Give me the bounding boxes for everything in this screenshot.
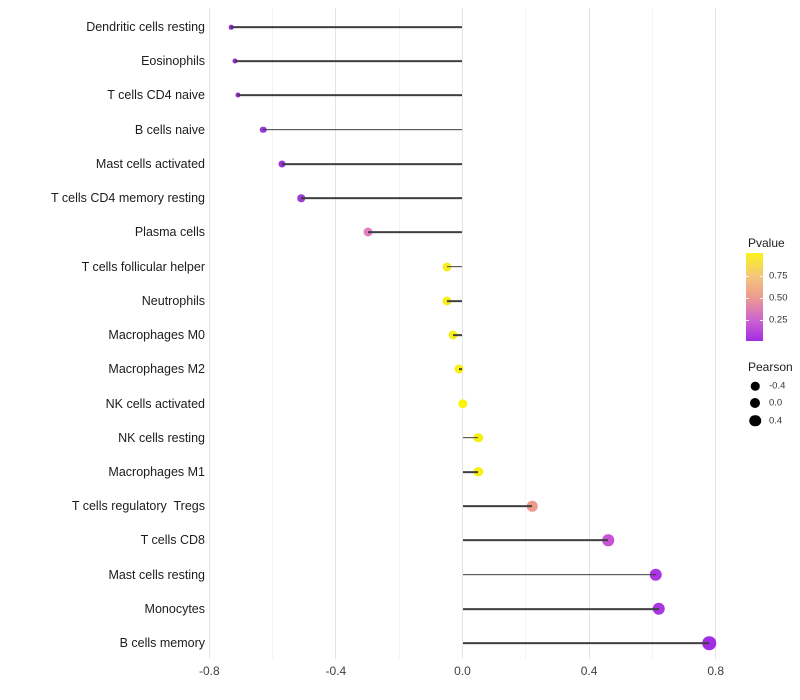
- gridline-minor: [398, 8, 400, 659]
- stem-segment: [282, 163, 463, 165]
- pvalue-tick-label: 0.75: [769, 270, 788, 282]
- gridline-minor: [651, 8, 653, 659]
- data-point: [526, 500, 538, 512]
- category-label: Macrophages M0: [108, 328, 205, 343]
- x-tick-label: -0.4: [325, 664, 347, 678]
- x-tick-label: -0.8: [198, 664, 220, 678]
- data-point: [652, 602, 665, 616]
- category-label: T cells CD8: [140, 533, 205, 548]
- pearson-legend-dot: [750, 398, 760, 409]
- pvalue-bar-tick: [746, 276, 749, 278]
- category-label: Mast cells resting: [108, 567, 205, 582]
- data-point: [457, 398, 468, 409]
- pvalue-bar-tick: [760, 276, 763, 278]
- stem-segment: [237, 94, 463, 97]
- category-label: Plasma cells: [134, 225, 205, 240]
- category-label: Macrophages M1: [108, 464, 205, 479]
- stem-segment: [231, 26, 463, 28]
- data-point: [473, 467, 484, 477]
- stem-segment: [453, 334, 463, 336]
- stem-segment: [458, 368, 463, 371]
- category-label: T cells follicular helper: [81, 259, 205, 274]
- category-label: Mast cells activated: [95, 156, 205, 171]
- gridline-major: [588, 8, 590, 659]
- stem-segment: [462, 642, 710, 644]
- category-label: B cells naive: [134, 122, 205, 137]
- pvalue-tick-label: 0.25: [769, 314, 788, 326]
- data-point: [602, 534, 614, 547]
- pvalue-bar-tick: [746, 319, 749, 321]
- gridline-major: [715, 8, 717, 659]
- category-label: Monocytes: [144, 601, 205, 616]
- pearson-legend-dot: [749, 414, 761, 427]
- stem-segment: [462, 505, 533, 508]
- category-label: Dendritic cells resting: [86, 20, 205, 34]
- gridline-minor: [525, 8, 527, 659]
- data-point: [649, 568, 662, 581]
- pearson-legend-label: 0.0: [769, 397, 783, 409]
- x-tick-label: 0.0: [454, 664, 471, 678]
- data-point: [473, 433, 484, 443]
- stem-segment: [234, 60, 463, 63]
- category-label: Neutrophils: [141, 293, 205, 308]
- gridline-major: [335, 8, 337, 659]
- stem-segment: [462, 573, 656, 576]
- pvalue-bar-tick: [760, 319, 763, 321]
- pearson-legend-label: -0.4: [769, 380, 786, 392]
- x-tick-label: 0.8: [707, 664, 725, 678]
- stem-segment: [462, 436, 479, 439]
- pearson-legend-title: Pearson: [748, 360, 793, 374]
- category-label: T cells regulatory Tregs: [71, 499, 205, 514]
- category-label: Eosinophils: [141, 54, 205, 69]
- pvalue-legend-title: Pvalue: [748, 236, 785, 250]
- stem-segment: [462, 539, 609, 542]
- gridline-major: [208, 8, 210, 659]
- pvalue-gradient-bar: [746, 253, 763, 341]
- category-label: B cells memory: [119, 636, 205, 651]
- pvalue-bar-tick: [760, 298, 763, 300]
- stem-segment: [446, 299, 463, 302]
- category-label: T cells CD4 naive: [107, 88, 205, 103]
- data-point: [702, 636, 717, 650]
- category-label: T cells CD4 memory resting: [51, 191, 205, 206]
- stem-segment: [367, 231, 463, 234]
- pearson-legend-label: 0.4: [769, 415, 783, 427]
- gridline-minor: [272, 8, 274, 659]
- gridline-major: [462, 8, 463, 659]
- stem-segment: [263, 128, 463, 131]
- stem-segment: [462, 471, 479, 473]
- pvalue-tick-label: 0.50: [769, 292, 788, 304]
- stem-segment: [301, 197, 463, 199]
- stem-segment: [446, 265, 463, 268]
- category-label: Macrophages M2: [108, 362, 205, 377]
- pearson-legend-dot: [750, 381, 760, 391]
- category-label: NK cells resting: [118, 430, 205, 445]
- stem-segment: [462, 608, 659, 610]
- category-label: NK cells activated: [105, 396, 205, 411]
- x-tick-label: 0.4: [580, 664, 598, 678]
- pvalue-bar-tick: [746, 298, 749, 300]
